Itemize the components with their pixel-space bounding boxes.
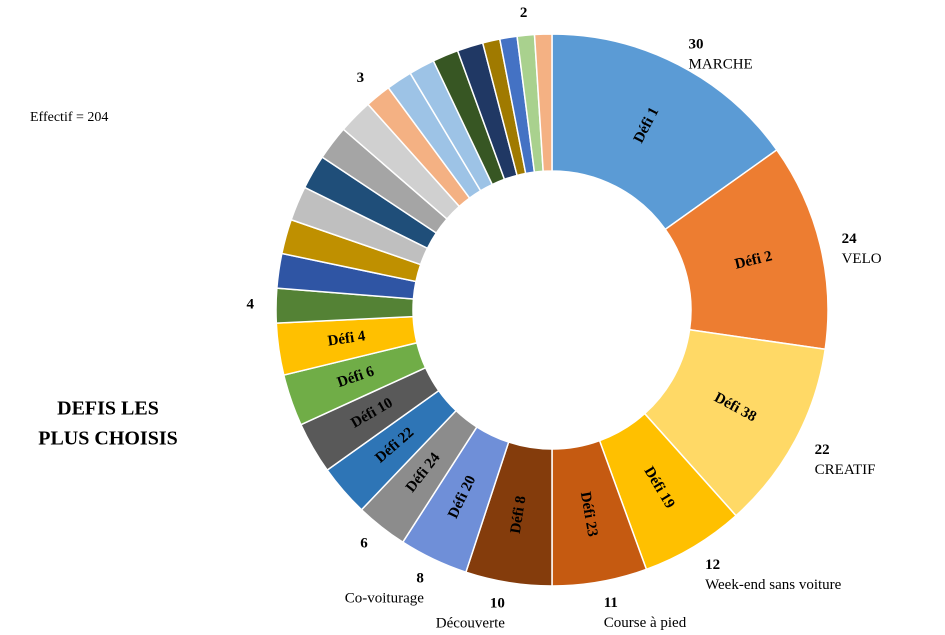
annotation: Effectif = 204 <box>30 110 108 125</box>
group-name: Course à pied <box>604 615 687 631</box>
value-label: 8 <box>416 571 424 587</box>
group-name: MARCHE <box>689 57 753 73</box>
segment <box>664 148 829 351</box>
group-name: VELO <box>842 251 882 267</box>
chart-title: DEFIS LES <box>57 398 159 420</box>
value-label: 11 <box>604 595 618 611</box>
segment <box>551 33 778 231</box>
value-label: 6 <box>360 536 368 552</box>
value-label: 3 <box>357 70 365 86</box>
group-name: Découverte <box>436 616 505 632</box>
segment-label: Défi 23 <box>577 491 601 538</box>
value-label: 4 <box>247 297 255 313</box>
segment-label: Défi 4 <box>327 328 367 349</box>
value-label: 10 <box>490 596 505 612</box>
segment-label: Défi 8 <box>508 495 530 535</box>
value-label: 30 <box>689 37 704 53</box>
value-label: 22 <box>815 442 830 458</box>
value-label: 2 <box>520 5 528 21</box>
segment <box>533 33 553 173</box>
value-label: 12 <box>705 557 720 573</box>
group-name: Week-end sans voiture <box>705 577 842 593</box>
value-label: 24 <box>842 231 858 247</box>
chart-title: PLUS CHOISIS <box>38 428 178 450</box>
group-name: CREATIF <box>815 462 876 478</box>
group-name: Co-voiturage <box>345 591 424 607</box>
